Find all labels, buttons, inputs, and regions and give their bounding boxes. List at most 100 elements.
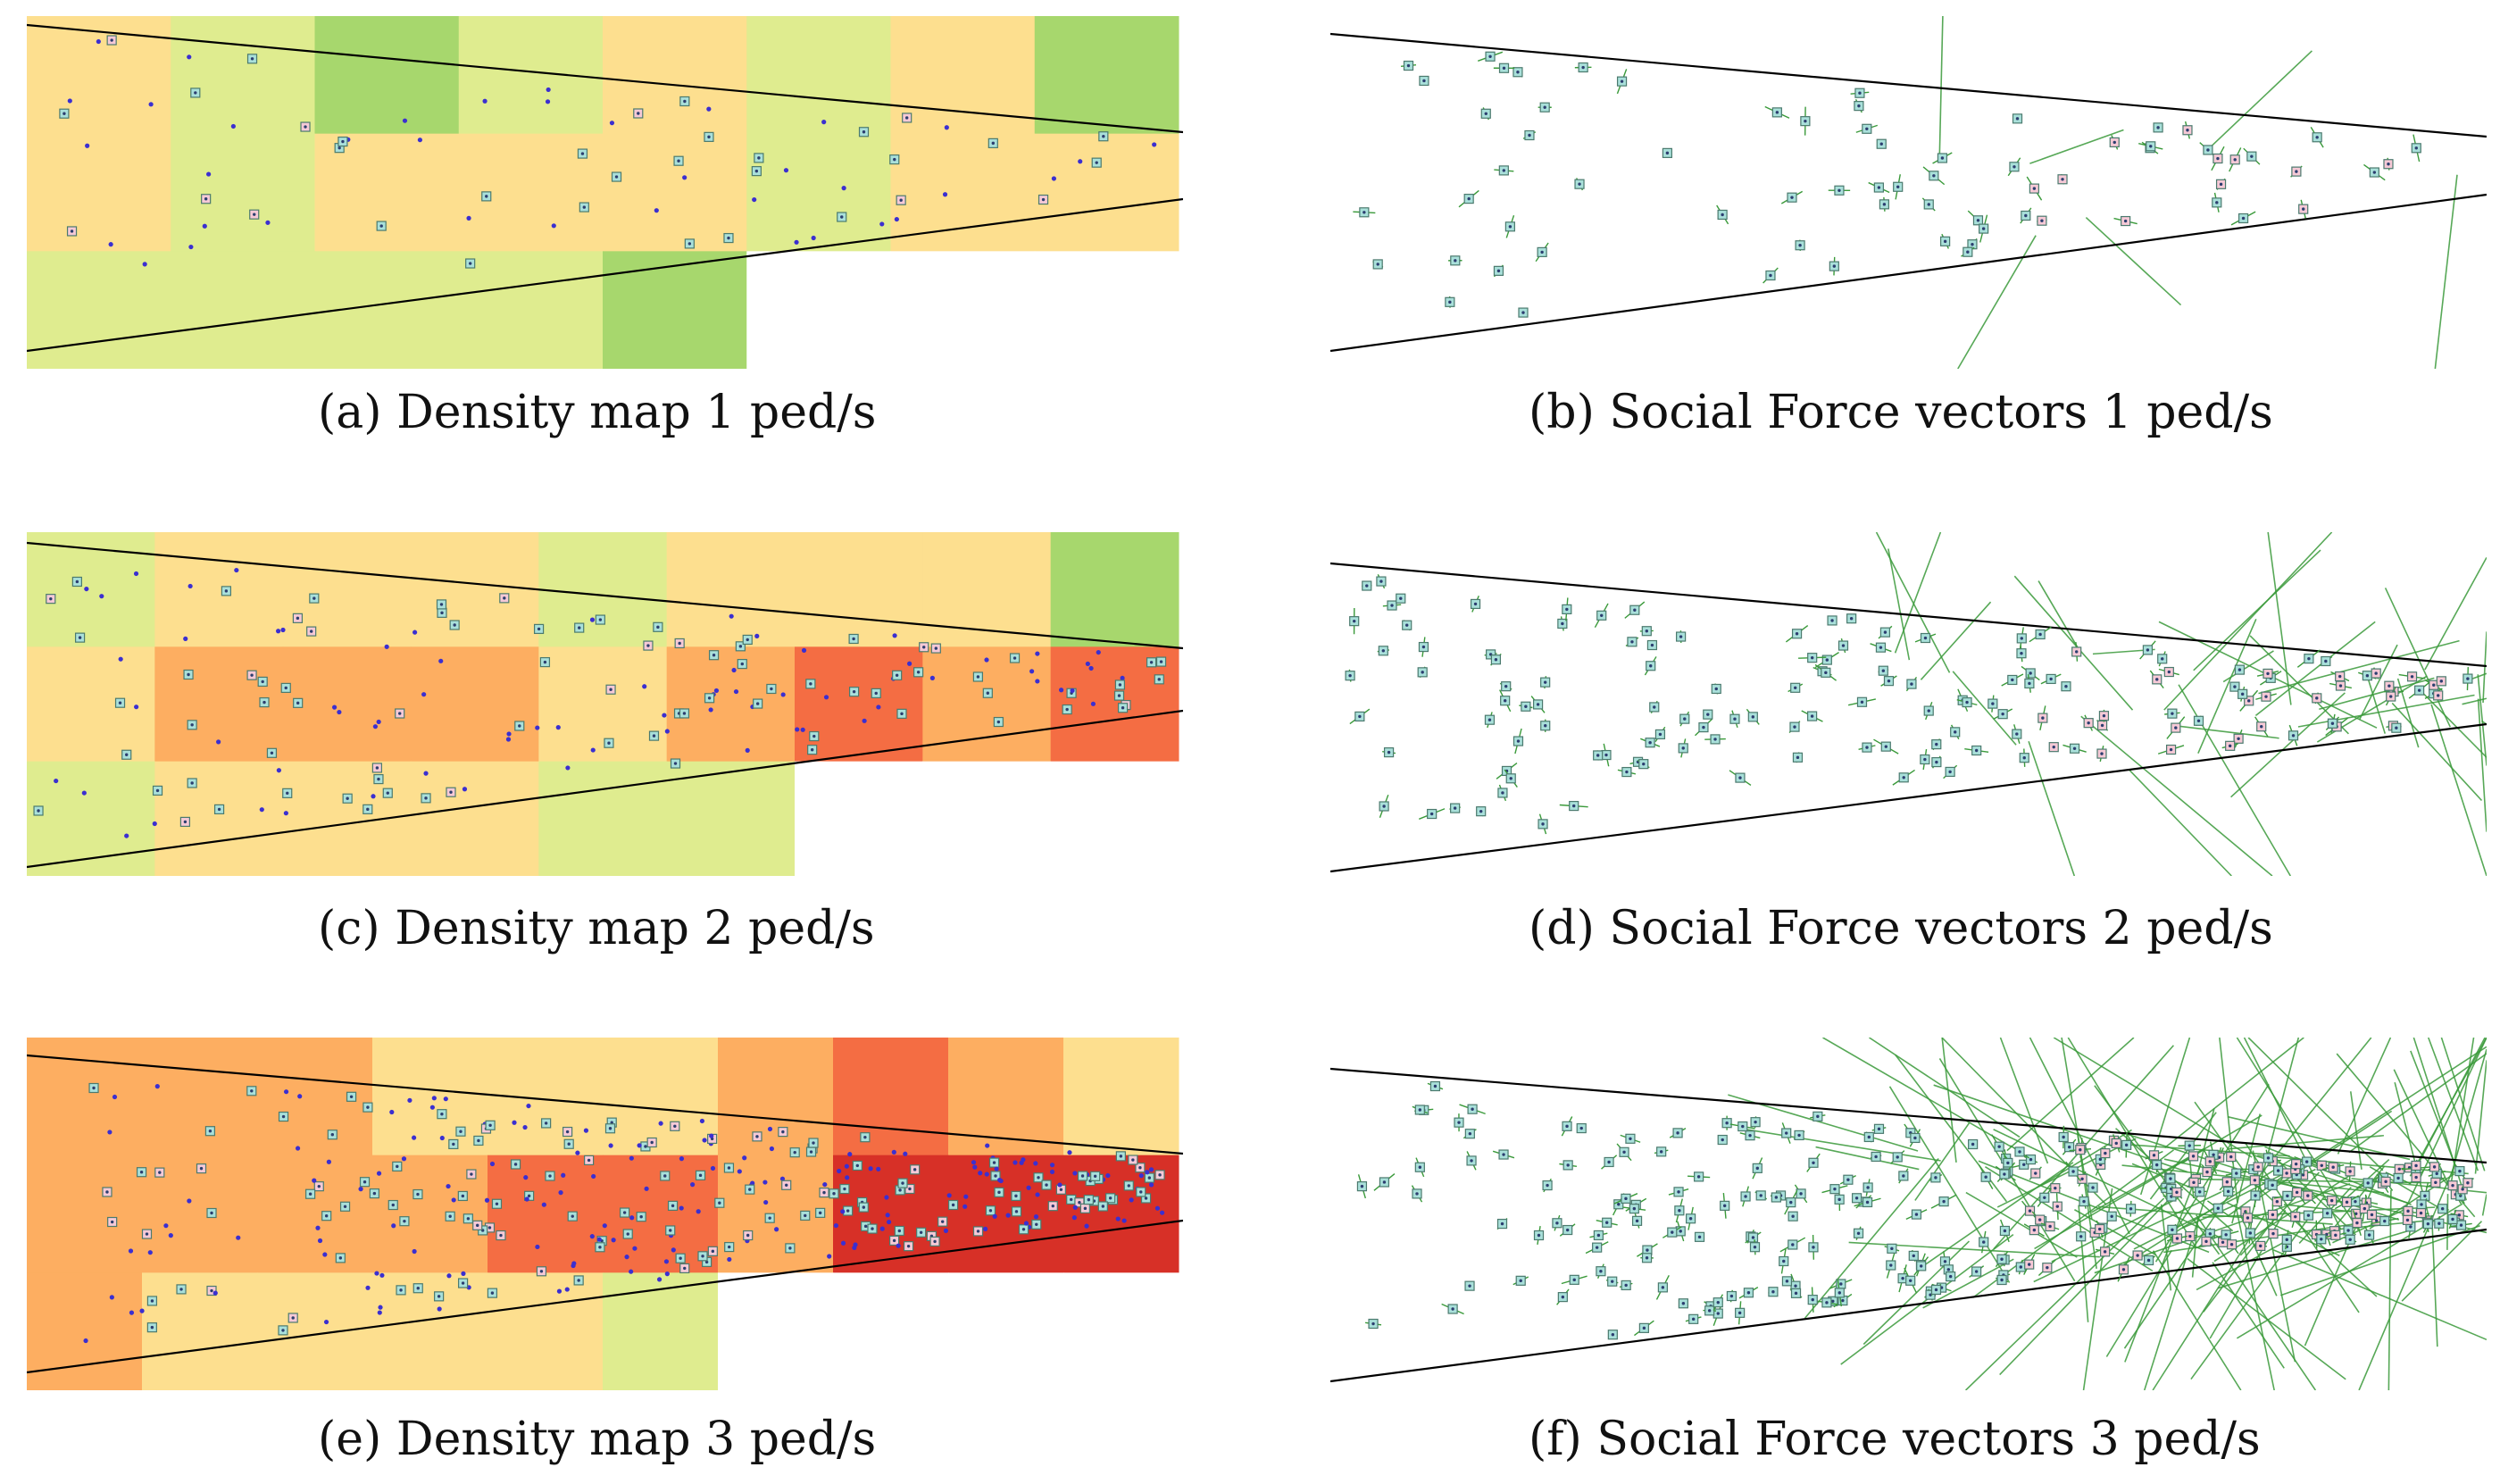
pedestrian-dot xyxy=(70,229,74,233)
pedestrian-dot xyxy=(718,1201,721,1205)
pedestrian-dot xyxy=(656,625,660,629)
pedestrian-dot xyxy=(1090,701,1096,706)
force-vector xyxy=(2384,588,2451,728)
pedestrian-dot xyxy=(163,1223,169,1229)
pedestrian-dot xyxy=(2112,140,2116,145)
pedestrian-dot xyxy=(1147,1176,1152,1180)
pedestrian-dot xyxy=(541,1202,546,1207)
pedestrian-dot xyxy=(2286,1194,2289,1198)
pedestrian-dot xyxy=(754,169,759,173)
pedestrian-dot xyxy=(468,262,472,265)
pedestrian-dot xyxy=(466,1217,471,1221)
corridor-top-wall xyxy=(27,1054,1183,1155)
density-cell xyxy=(666,761,796,876)
pedestrian-dot xyxy=(2266,1156,2271,1160)
pedestrian-dot xyxy=(1382,805,1386,808)
pedestrian-dot xyxy=(337,709,342,715)
pedestrian-dot xyxy=(2233,685,2237,688)
pedestrian-dot xyxy=(997,1190,1001,1195)
pedestrian-dot xyxy=(846,1209,850,1213)
pedestrian-dot xyxy=(461,1281,465,1285)
pedestrian-dot xyxy=(1494,658,1498,662)
pedestrian-dot xyxy=(2003,1229,2007,1233)
pedestrian-dot xyxy=(671,1247,676,1253)
pedestrian-dot xyxy=(1540,250,1544,254)
pedestrian-dot xyxy=(118,701,122,704)
pedestrian-dot xyxy=(412,1135,417,1140)
pedestrian-dot xyxy=(1825,1301,1829,1305)
pedestrian-dot xyxy=(309,629,313,633)
pedestrian-dot xyxy=(1838,188,1841,192)
pedestrian-dot xyxy=(629,1155,634,1161)
pedestrian-dot xyxy=(379,224,383,228)
density-cell xyxy=(142,1038,258,1156)
pedestrian-dot xyxy=(841,186,846,191)
pedestrian-dot xyxy=(2028,1263,2031,1266)
pedestrian-dot xyxy=(701,1255,704,1258)
force-vector xyxy=(2196,1241,2285,1291)
density-map-e xyxy=(27,1038,1183,1390)
pedestrian-dot xyxy=(2320,1163,2323,1168)
pedestrian-dot xyxy=(1934,1176,1938,1180)
pedestrian-dot xyxy=(1101,1205,1105,1208)
pedestrian-dot xyxy=(763,1199,769,1205)
pedestrian-dot xyxy=(1371,1321,1375,1326)
pedestrian-dot xyxy=(1630,640,1634,644)
density-cell xyxy=(795,646,923,763)
pedestrian-dot xyxy=(2046,1265,2049,1270)
pedestrian-dot xyxy=(1912,1254,1915,1258)
pedestrian-dot xyxy=(893,157,896,162)
pedestrian-dot xyxy=(2370,1213,2374,1217)
force-vector xyxy=(2446,1194,2449,1250)
pedestrian-dot xyxy=(2032,187,2037,190)
pedestrian-dot xyxy=(2409,1225,2412,1229)
pedestrian-dot xyxy=(754,633,760,638)
pedestrian-dot xyxy=(2367,1233,2371,1237)
pedestrian-dot xyxy=(416,1287,420,1290)
pedestrian-dot xyxy=(1984,1175,1988,1179)
force-vector xyxy=(2253,1154,2408,1204)
pedestrian-dot xyxy=(276,768,281,773)
pedestrian-dot xyxy=(1782,1259,1786,1263)
pedestrian-dot xyxy=(1914,1213,1919,1216)
pedestrian-dot xyxy=(1714,687,1718,691)
pedestrian-dot xyxy=(900,712,904,716)
pedestrian-dot xyxy=(1012,1160,1018,1165)
corridor-top-wall xyxy=(1330,562,2487,668)
force-vectors-f xyxy=(1330,1038,2487,1390)
pedestrian-dot xyxy=(1696,1175,1701,1179)
pedestrian-dot xyxy=(565,765,571,771)
pedestrian-dot xyxy=(1679,1230,1682,1233)
pedestrian-dot xyxy=(1738,776,1742,780)
density-cell xyxy=(372,1272,488,1390)
corridor-bottom-wall xyxy=(1330,193,2487,353)
pedestrian-dot xyxy=(1942,1199,1946,1204)
pedestrian-dot xyxy=(898,1188,902,1192)
pedestrian-dot xyxy=(1035,1222,1038,1226)
pedestrian-dot xyxy=(1541,822,1545,826)
pedestrian-dot xyxy=(2346,1229,2350,1232)
force-vector xyxy=(1815,1146,1920,1171)
pedestrian-dot xyxy=(110,1220,114,1224)
pedestrian-dot xyxy=(374,1271,379,1276)
pedestrian-dot xyxy=(1877,1127,1881,1131)
force-vector xyxy=(2085,216,2182,306)
density-cell xyxy=(538,532,668,647)
pedestrian-dot xyxy=(1721,1138,1724,1142)
pedestrian-dot xyxy=(2146,648,2150,652)
pedestrian-dot xyxy=(1501,791,1504,795)
pedestrian-dot xyxy=(1645,629,1649,633)
pedestrian-dot xyxy=(879,221,885,227)
pedestrian-dot xyxy=(891,1149,896,1155)
density-cell xyxy=(411,761,539,876)
pedestrian-dot xyxy=(439,1135,445,1141)
pedestrian-dot xyxy=(1725,1121,1729,1125)
pedestrian-dot xyxy=(1854,1196,1859,1200)
pedestrian-dot xyxy=(933,1239,937,1244)
pedestrian-dot xyxy=(1148,1182,1154,1188)
pedestrian-dot xyxy=(1611,1280,1614,1283)
pedestrian-dot xyxy=(712,653,716,657)
pedestrian-dot xyxy=(2169,747,2173,752)
pedestrian-dot xyxy=(485,195,488,198)
pedestrian-dot xyxy=(338,1256,343,1260)
